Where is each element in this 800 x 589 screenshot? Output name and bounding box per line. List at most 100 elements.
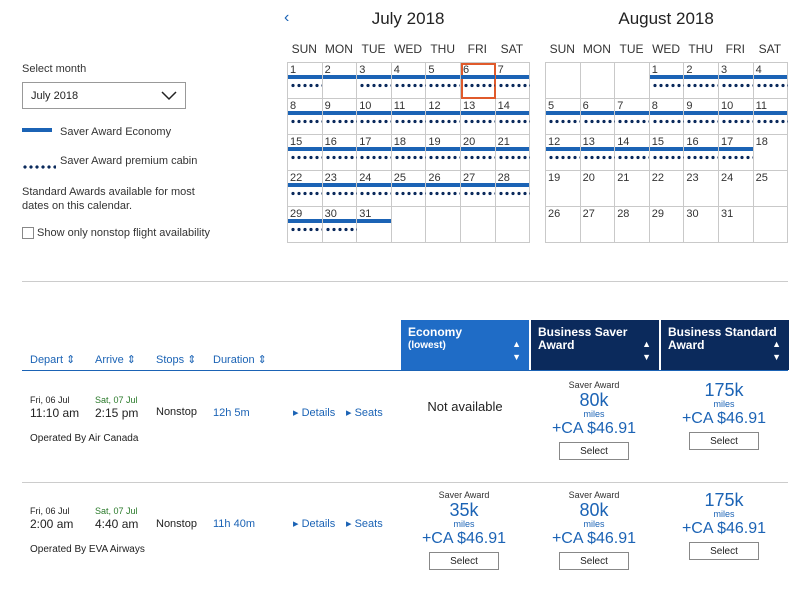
calendar-day[interactable]: 6 [580,99,616,135]
calendar-day[interactable]: 3 [719,63,754,99]
select-button[interactable]: Select [689,432,759,450]
calendar-day[interactable]: 26 [426,171,461,207]
calendar-day[interactable]: 9 [322,99,358,135]
calendar-empty-cell [391,207,427,243]
calendar-day[interactable]: 15 [288,135,323,171]
calendar-day[interactable]: 19 [426,135,461,171]
calendar-day[interactable]: 5 [546,99,581,135]
fare-header-business-saver[interactable]: Business Saver Award ▲ ▼ [531,320,659,370]
premium-availability-dots [463,83,495,88]
calendar-day[interactable]: 14 [495,99,531,135]
details-link[interactable]: ▸ Details [293,518,336,530]
sort-duration[interactable]: Duration ⇕ [213,354,267,366]
calendar-day[interactable]: 5 [426,63,461,99]
calendar-day[interactable]: 11 [753,99,789,135]
calendar-day[interactable]: 23 [322,171,358,207]
calendar-day[interactable]: 19 [546,171,581,207]
calendar-day[interactable]: 31 [357,207,392,243]
calendar-day[interactable]: 23 [684,171,719,207]
calendar-day[interactable]: 9 [684,99,719,135]
header-underline [22,370,788,371]
nonstop-checkbox[interactable] [22,227,34,239]
calendar-day[interactable]: 18 [753,135,789,171]
calendar-day[interactable]: 12 [546,135,581,171]
premium-availability-dots [686,155,719,160]
calendar-day[interactable]: 21 [615,171,650,207]
calendar-day[interactable]: 29 [649,207,685,243]
fare-header-economy[interactable]: Economy (lowest) ▲ ▼ [401,320,529,370]
calendar-day[interactable]: 1 [288,63,323,99]
day-number: 26 [548,208,561,220]
economy-availability-bar [391,111,426,115]
arrive-date: Sat, 07 Jul [95,506,138,516]
calendar-day[interactable]: 10 [719,99,754,135]
calendar-day[interactable]: 29 [288,207,323,243]
weekday-label: SUN [549,42,575,56]
select-button[interactable]: Select [559,552,629,570]
calendar-day[interactable]: 20 [461,135,496,171]
sort-stops[interactable]: Stops ⇕ [156,354,197,366]
day-number: 19 [428,136,441,148]
economy-availability-bar [391,147,426,151]
fare-header-business-standard[interactable]: Business Standard Award ▲ ▼ [661,320,789,370]
calendar-day[interactable]: 24 [719,171,754,207]
select-button[interactable]: Select [689,542,759,560]
calendar-day[interactable]: 16 [322,135,358,171]
calendar-day[interactable]: 13 [461,99,496,135]
calendar-day[interactable]: 4 [391,63,427,99]
calendar-day[interactable]: 31 [719,207,754,243]
calendar-empty-cell [580,63,616,99]
previous-month-icon[interactable]: ‹ [284,9,290,26]
calendar-day[interactable]: 28 [615,207,650,243]
calendar-day[interactable]: 16 [684,135,719,171]
premium-availability-dots [290,119,322,124]
calendar-day[interactable]: 30 [684,207,719,243]
calendar-day[interactable]: 7 [495,63,531,99]
calendar-day[interactable]: 13 [580,135,616,171]
calendar-day[interactable]: 7 [615,99,650,135]
calendar-day[interactable]: 27 [580,207,616,243]
calendar-day[interactable]: 22 [288,171,323,207]
premium-availability-dots [463,155,495,160]
day-number: 16 [324,136,337,148]
calendar-day[interactable]: 25 [391,171,427,207]
economy-availability-bar [546,111,580,115]
calendar-day[interactable]: 8 [649,99,685,135]
calendar-day[interactable]: 12 [426,99,461,135]
calendar-day[interactable]: 3 [357,63,392,99]
calendar-day[interactable]: 11 [391,99,427,135]
calendar-day[interactable]: 6 [461,63,496,99]
calendar-day[interactable]: 8 [288,99,323,135]
seats-link[interactable]: ▸ Seats [346,407,383,419]
premium-availability-dots [721,119,753,124]
sort-arrive[interactable]: Arrive ⇕ [95,354,137,366]
calendar-day[interactable]: 22 [649,171,685,207]
calendar-day[interactable]: 2 [322,63,358,99]
day-number: 14 [497,100,510,112]
calendar-day[interactable]: 20 [580,171,616,207]
fare-header-business-saver-title: Business Saver Award [538,325,628,352]
calendar-day[interactable]: 30 [322,207,358,243]
calendar-day[interactable]: 17 [719,135,754,171]
calendar-day[interactable]: 4 [753,63,789,99]
seats-link[interactable]: ▸ Seats [346,518,383,530]
calendar-day[interactable]: 1 [649,63,685,99]
calendar-day[interactable]: 26 [546,207,581,243]
select-button[interactable]: Select [559,442,629,460]
sort-depart[interactable]: Depart ⇕ [30,354,76,366]
calendar-day[interactable]: 27 [461,171,496,207]
calendar-day[interactable]: 18 [391,135,427,171]
day-number: 18 [393,136,407,148]
calendar-day[interactable]: 25 [753,171,789,207]
calendar-day[interactable]: 14 [615,135,650,171]
calendar-day[interactable]: 17 [357,135,392,171]
select-button[interactable]: Select [429,552,499,570]
month-select[interactable]: July 2018 [22,82,186,109]
calendar-day[interactable]: 21 [495,135,531,171]
calendar-day[interactable]: 2 [684,63,719,99]
calendar-day[interactable]: 24 [357,171,392,207]
calendar-day[interactable]: 15 [649,135,685,171]
calendar-day[interactable]: 10 [357,99,392,135]
details-link[interactable]: ▸ Details [293,407,336,419]
calendar-day[interactable]: 28 [495,171,531,207]
